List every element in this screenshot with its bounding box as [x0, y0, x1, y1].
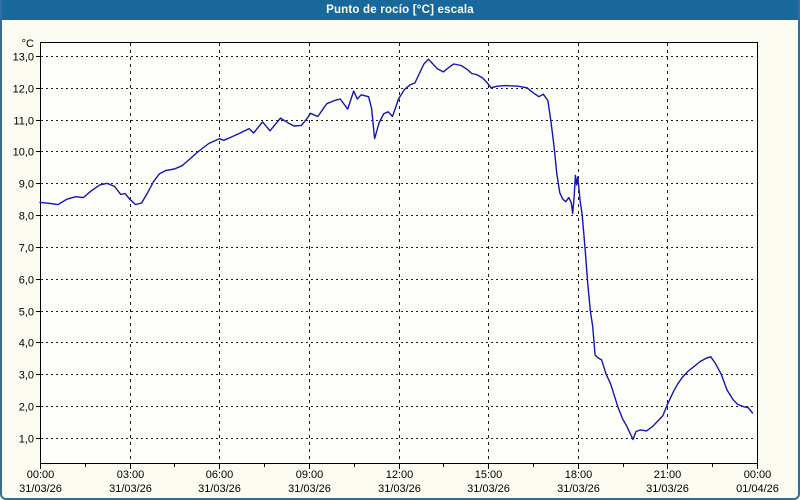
x-tick-time-label: 15:00	[475, 469, 503, 481]
y-tick-label: 12,0	[13, 84, 34, 96]
title-bar: Punto de rocío [°C] escala	[2, 0, 798, 20]
y-tick-label: 6,0	[19, 275, 34, 287]
x-tick-date-label: 31/03/26	[378, 483, 421, 495]
x-tick-time-label: 03:00	[117, 469, 145, 481]
y-tick-label: 1,0	[19, 434, 34, 446]
x-tick-date-label: 31/03/26	[198, 483, 241, 495]
x-tick-time-label: 18:00	[565, 469, 593, 481]
y-tick-label: 8,0	[19, 211, 34, 223]
x-tick-date-label: 31/03/26	[467, 483, 510, 495]
y-tick-label: 4,0	[19, 338, 34, 350]
x-tick-date-label: 01/04/26	[736, 483, 779, 495]
x-tick-date-label: 31/03/26	[19, 483, 62, 495]
x-tick-time-label: 21:00	[654, 469, 682, 481]
x-tick-date-label: 31/03/26	[646, 483, 689, 495]
x-tick-date-label: 31/03/26	[288, 483, 331, 495]
plot-area	[40, 42, 757, 463]
y-tick-label: 5,0	[19, 307, 34, 319]
y-tick-label: 7,0	[19, 243, 34, 255]
y-tick-label: 9,0	[19, 179, 34, 191]
window-title: Punto de rocío [°C] escala	[326, 4, 474, 16]
x-tick-time-label: 00:00	[744, 469, 772, 481]
y-unit-label: °C	[22, 38, 34, 50]
y-tick-label: 13,0	[13, 52, 34, 64]
y-tick-label: 11,0	[13, 116, 34, 128]
y-tick-label: 10,0	[13, 147, 34, 159]
x-tick-time-label: 06:00	[206, 469, 234, 481]
x-tick-time-label: 00:00	[27, 469, 55, 481]
y-tick-label: 3,0	[19, 370, 34, 382]
series-line	[39, 58, 754, 441]
x-tick-time-label: 09:00	[296, 469, 324, 481]
x-tick-date-label: 31/03/26	[557, 483, 600, 495]
x-tick-date-label: 31/03/26	[109, 483, 152, 495]
y-tick-label: 2,0	[19, 402, 34, 414]
x-tick-time-label: 12:00	[386, 469, 414, 481]
